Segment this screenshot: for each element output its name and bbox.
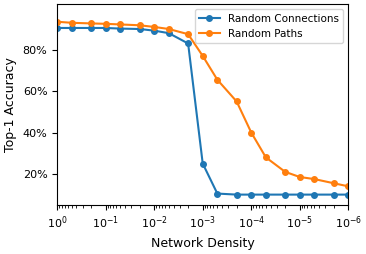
Random Connections — [312, 193, 317, 196]
Random Connections — [201, 162, 205, 165]
Random Connections — [167, 31, 171, 35]
Random Connections — [283, 193, 287, 196]
Random Paths — [89, 22, 93, 25]
Random Connections — [186, 42, 190, 45]
Random Paths — [298, 176, 302, 179]
Random Connections — [104, 26, 108, 29]
Random Paths — [249, 131, 253, 134]
Line: Random Paths: Random Paths — [55, 19, 351, 189]
Random Connections — [137, 27, 142, 30]
Random Paths — [346, 185, 351, 188]
Random Paths — [137, 24, 142, 27]
Random Connections — [55, 26, 59, 29]
Random Paths — [186, 33, 190, 36]
Random Paths — [264, 156, 268, 159]
Random Paths — [235, 100, 239, 103]
Random Connections — [235, 193, 239, 196]
Random Connections — [215, 192, 220, 195]
Random Paths — [118, 23, 123, 26]
Legend: Random Connections, Random Paths: Random Connections, Random Paths — [195, 9, 343, 43]
Random Paths — [215, 78, 220, 81]
Y-axis label: Top-1 Accuracy: Top-1 Accuracy — [4, 57, 17, 152]
Random Connections — [264, 193, 268, 196]
Random Paths — [332, 182, 336, 185]
Random Connections — [152, 29, 156, 32]
Random Connections — [298, 193, 302, 196]
Random Connections — [70, 26, 74, 29]
Random Paths — [152, 25, 156, 28]
X-axis label: Network Density: Network Density — [151, 237, 255, 250]
Random Connections — [118, 27, 123, 30]
Random Connections — [249, 193, 253, 196]
Random Paths — [312, 178, 317, 181]
Random Paths — [283, 170, 287, 173]
Random Paths — [167, 27, 171, 30]
Random Connections — [89, 26, 93, 29]
Random Connections — [332, 193, 336, 196]
Random Paths — [70, 21, 74, 24]
Random Paths — [55, 20, 59, 23]
Line: Random Connections: Random Connections — [55, 25, 351, 197]
Random Paths — [104, 22, 108, 25]
Random Connections — [346, 193, 351, 196]
Random Paths — [201, 54, 205, 57]
